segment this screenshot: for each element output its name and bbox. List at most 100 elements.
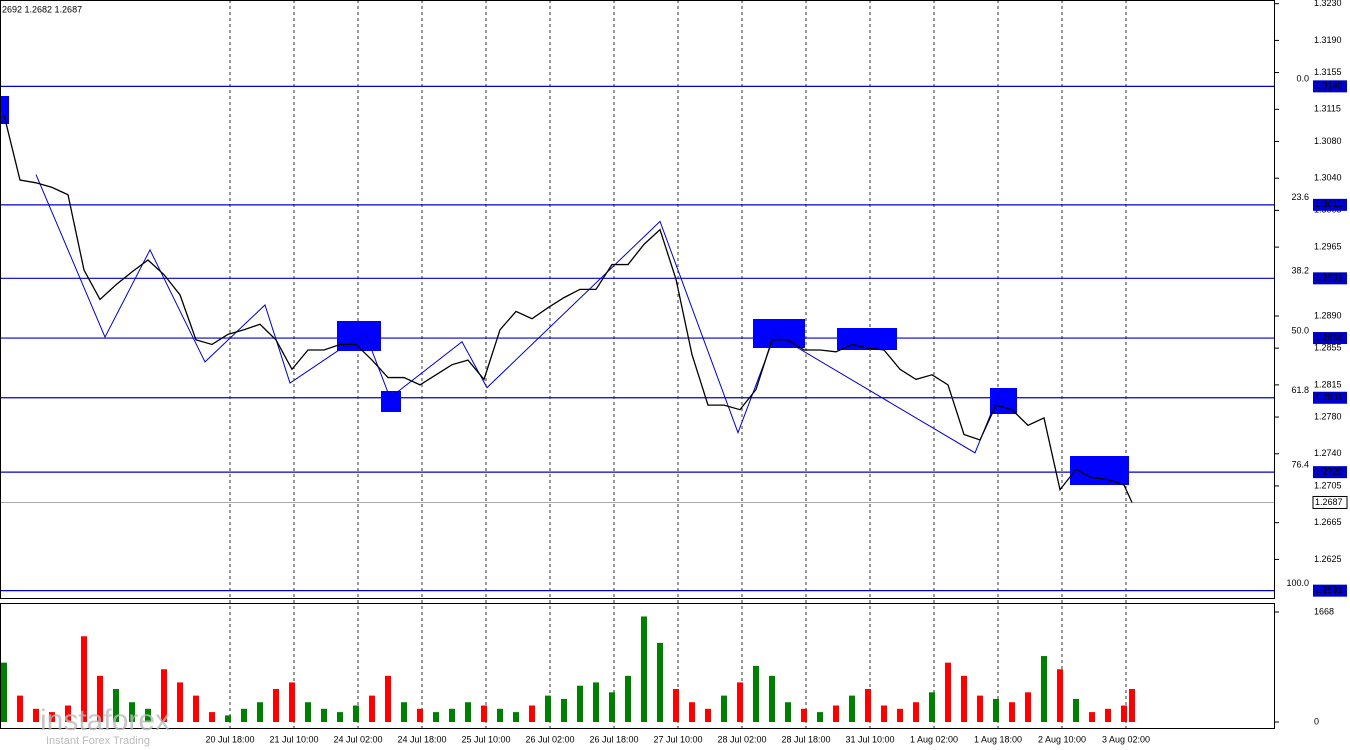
volume-bar — [529, 705, 535, 722]
watermark: instaforex — [40, 704, 170, 737]
grid — [0, 0, 1275, 728]
y-tick-label: 1.2625 — [1314, 554, 1342, 564]
volume-bar — [49, 712, 55, 722]
volume-bar — [433, 712, 439, 722]
ohlc-header: 2692 1.2682 1.2687 — [2, 4, 82, 14]
volume-bar — [593, 682, 599, 722]
x-tick-label: 31 Jul 10:00 — [845, 734, 894, 744]
fib-price-label: 1.3011 — [1315, 199, 1342, 209]
box — [381, 391, 401, 412]
volume-bar — [305, 702, 311, 722]
volume-bar — [401, 702, 407, 722]
volume-bar — [193, 695, 199, 722]
y-tick-label: 1.2665 — [1314, 517, 1342, 527]
volume-bar — [881, 705, 887, 722]
fib-price-label: 1.3140 — [1315, 81, 1343, 91]
volume-bar — [417, 708, 423, 722]
fib-price-box — [1313, 272, 1347, 285]
volume-bar — [865, 689, 871, 722]
volume-bar — [1057, 669, 1063, 722]
fib-level-name: 38.2 — [1291, 266, 1309, 276]
x-tick-label: 27 Jul 10:00 — [653, 734, 702, 744]
volume-bar — [17, 695, 23, 722]
fib-price-box — [1313, 332, 1347, 345]
y-tick-label: 1.3115 — [1314, 104, 1341, 114]
volume-bar — [369, 695, 375, 722]
volume-bar — [993, 698, 999, 722]
volume-bar — [1129, 689, 1135, 722]
volume-bar — [929, 692, 935, 722]
fib-price-label: 1.2866 — [1315, 332, 1343, 342]
fib-price-box — [1313, 584, 1347, 597]
volume-bar — [625, 675, 631, 722]
x-tick-label: 28 Jul 02:00 — [717, 734, 766, 744]
fib-price-box — [1313, 466, 1347, 479]
volume-bar — [385, 675, 391, 722]
volume-bar — [689, 702, 695, 722]
volume-bar — [81, 636, 87, 722]
watermark-subtitle: Instant Forex Trading — [46, 735, 150, 747]
volume-bar — [513, 712, 519, 722]
volume-bar — [849, 695, 855, 722]
box — [753, 319, 805, 348]
volume-bar — [273, 689, 279, 722]
volume-tick-label: 0 — [1314, 716, 1319, 726]
volume-bar — [465, 702, 471, 722]
volume-bar — [833, 705, 839, 722]
y-tick-label: 1.2890 — [1314, 310, 1342, 320]
volume-bar — [769, 675, 775, 722]
y-tick-label: 1.3155 — [1314, 67, 1342, 77]
x-tick-label: 1 Aug 02:00 — [910, 734, 958, 744]
y-tick-label: 1.2705 — [1314, 480, 1342, 490]
y-tick-label: 1.2780 — [1314, 411, 1342, 421]
x-tick-label: 28 Jul 18:00 — [781, 734, 830, 744]
volume-bar — [1025, 692, 1031, 722]
fib-price-label: 1.2931 — [1315, 273, 1343, 283]
current-price-box — [1312, 495, 1348, 509]
volume-bar — [737, 682, 743, 722]
y-tick-label: 1.3190 — [1314, 35, 1342, 45]
volume-bar — [753, 665, 759, 722]
y-tick-label: 1.2965 — [1314, 241, 1342, 251]
volume-bar — [817, 712, 823, 722]
volume-bar — [1009, 702, 1015, 722]
volume-bar — [1121, 705, 1127, 722]
fib-price-label: 1.2591 — [1315, 585, 1343, 595]
volume-bar — [1073, 698, 1079, 722]
box — [1070, 456, 1129, 485]
volume-bar — [337, 712, 343, 722]
price-panel-border — [0, 0, 1275, 599]
x-tick-label: 2 Aug 10:00 — [1038, 734, 1086, 744]
volume-bar — [65, 705, 71, 722]
volume-bar — [145, 708, 151, 722]
volume-bar — [977, 695, 983, 722]
y-tick-label: 1.2855 — [1314, 343, 1342, 353]
volume-bar — [673, 689, 679, 722]
volume-bar — [161, 669, 167, 722]
fib-level-name: 23.6 — [1291, 192, 1309, 202]
x-tick-label: 21 Jul 10:00 — [269, 734, 318, 744]
volume-bar — [1105, 708, 1111, 722]
fib-price-label: 1.2720 — [1315, 467, 1343, 477]
volume-bar — [913, 702, 919, 722]
volume-bar — [1041, 656, 1047, 722]
volume-bar — [897, 708, 903, 722]
x-tick-label: 1 Aug 18:00 — [974, 734, 1022, 744]
volume-bar — [449, 708, 455, 722]
volume-bar — [1089, 712, 1095, 722]
plot — [1, 114, 1135, 722]
volume-bar — [721, 695, 727, 722]
volume-bar — [353, 705, 359, 722]
volume-bar — [481, 705, 487, 722]
volume-bar — [961, 675, 967, 722]
y-tick-label: 1.2815 — [1314, 379, 1342, 389]
volume-bar — [1, 662, 7, 722]
fib-level-name: 76.4 — [1291, 460, 1309, 470]
fib-price-box — [1313, 80, 1347, 93]
x-tick-label: 3 Aug 02:00 — [1102, 734, 1150, 744]
x-tick-label: 24 Jul 02:00 — [333, 734, 382, 744]
volume-bar — [801, 708, 807, 722]
volume-bar — [641, 616, 647, 722]
volume-bar — [545, 695, 551, 722]
